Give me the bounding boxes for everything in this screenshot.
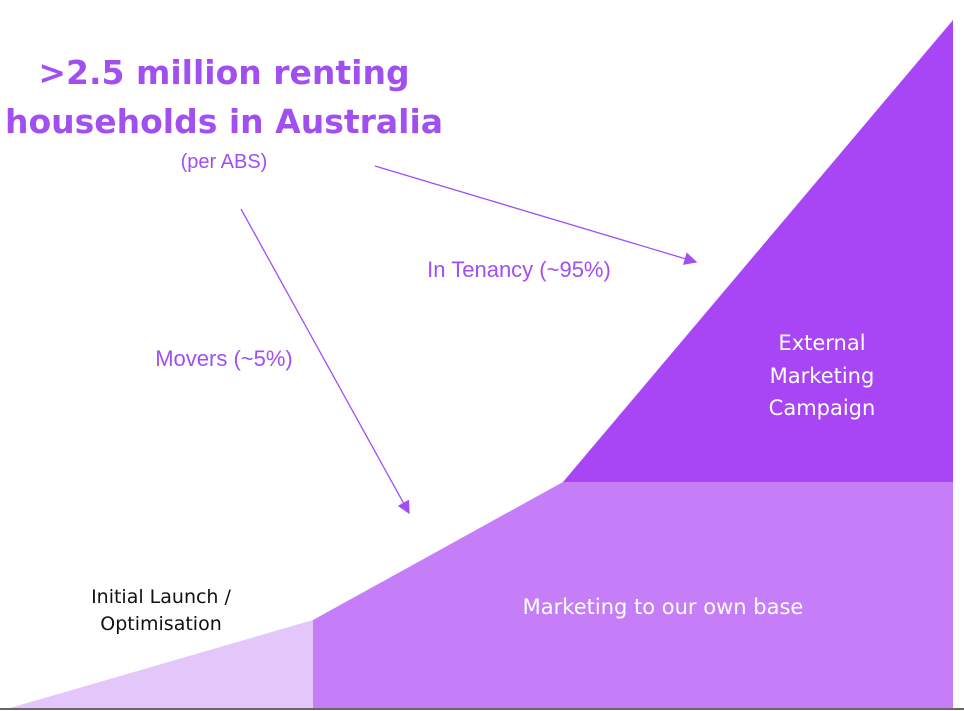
segment-label: Marketing (770, 364, 875, 388)
segment-label: Marketing to our own base (523, 595, 804, 619)
flow-label: In Tenancy (~95%) (427, 257, 611, 282)
arrow-tenancy (374, 165, 698, 265)
title: households in Australia (5, 102, 443, 141)
launch-area (10, 620, 313, 708)
title: >2.5 million renting (38, 53, 409, 92)
external-area (563, 20, 953, 482)
segment-label: Campaign (769, 396, 876, 420)
source: (per ABS) (181, 151, 268, 173)
base-area (313, 482, 953, 708)
segment-label: Optimisation (100, 613, 221, 635)
segment-label: Initial Launch / (91, 586, 231, 608)
segment-label: External (778, 331, 865, 355)
arrow-movers (240, 208, 410, 515)
flow-label: Movers (~5%) (155, 346, 293, 371)
